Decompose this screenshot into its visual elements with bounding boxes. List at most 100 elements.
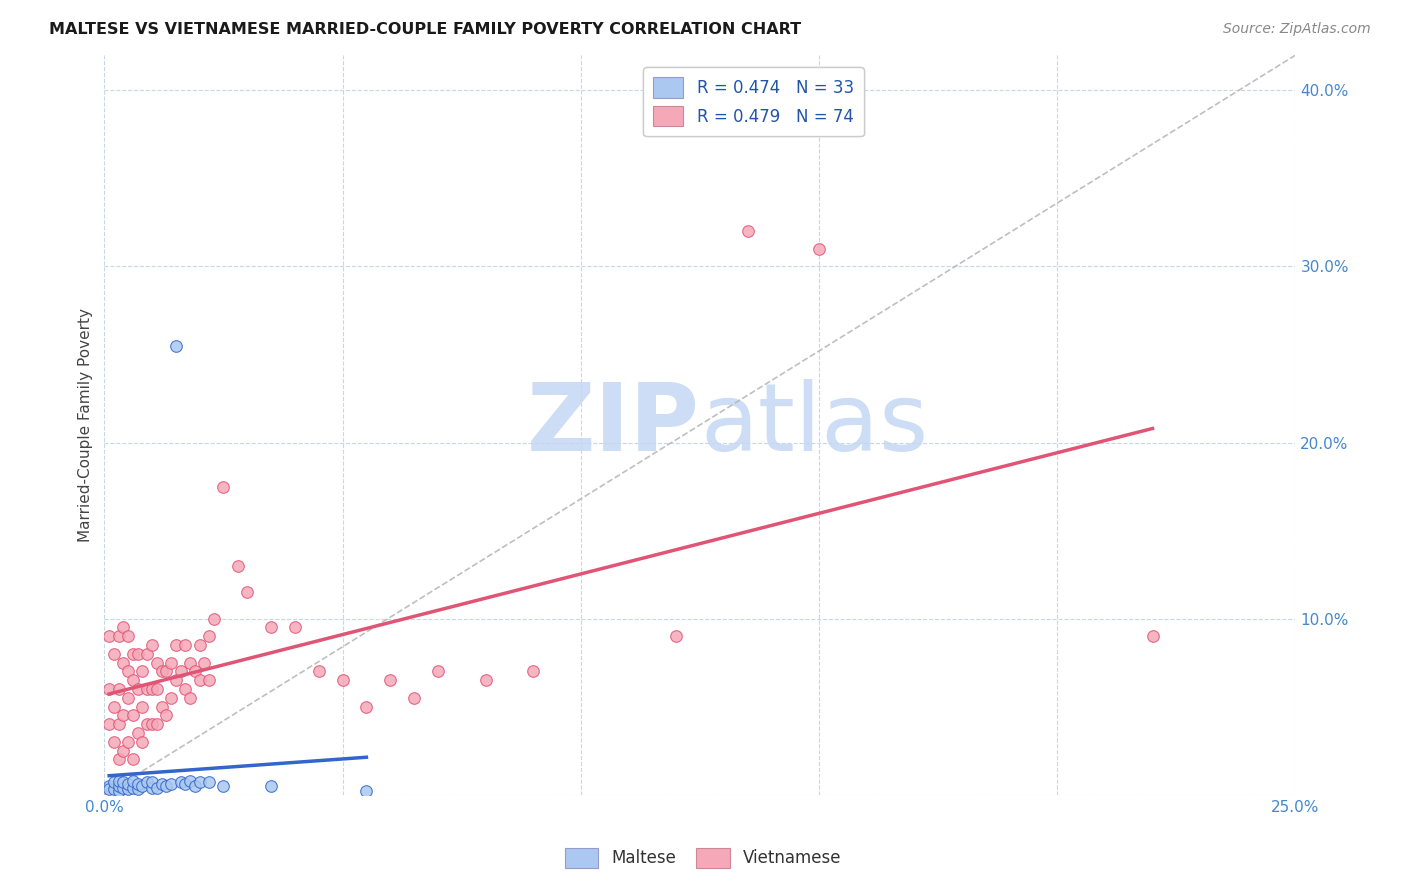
Point — [146, 717, 169, 731]
Point — [127, 681, 149, 696]
Point — [165, 638, 187, 652]
Point — [98, 779, 121, 793]
Point — [112, 775, 135, 789]
Point — [522, 665, 544, 679]
Point — [98, 717, 121, 731]
Point — [127, 647, 149, 661]
Point — [332, 673, 354, 688]
Point — [107, 629, 129, 643]
Point — [179, 690, 201, 705]
Point — [117, 782, 139, 797]
Point — [136, 775, 159, 789]
Text: Source: ZipAtlas.com: Source: ZipAtlas.com — [1223, 22, 1371, 37]
Point — [202, 612, 225, 626]
Point — [308, 665, 330, 679]
Point — [122, 708, 145, 723]
Point — [184, 665, 207, 679]
Point — [122, 780, 145, 795]
Point — [112, 780, 135, 795]
Point — [665, 629, 688, 643]
Point — [107, 752, 129, 766]
Point — [107, 773, 129, 788]
Point — [127, 726, 149, 740]
Point — [155, 708, 177, 723]
Point — [103, 699, 125, 714]
Point — [226, 558, 249, 573]
Point — [169, 665, 191, 679]
Point — [146, 681, 169, 696]
Point — [198, 629, 221, 643]
Point — [380, 673, 402, 688]
Point — [198, 775, 221, 789]
Point — [112, 744, 135, 758]
Point — [127, 782, 149, 797]
Point — [117, 690, 139, 705]
Point — [160, 777, 183, 791]
Point — [737, 224, 759, 238]
Point — [107, 779, 129, 793]
Point — [174, 681, 197, 696]
Point — [103, 647, 125, 661]
Point — [98, 782, 121, 797]
Point — [122, 647, 145, 661]
Point — [808, 242, 831, 256]
Point — [136, 717, 159, 731]
Point — [117, 735, 139, 749]
Point — [402, 690, 425, 705]
Point — [188, 673, 211, 688]
Legend: Maltese, Vietnamese: Maltese, Vietnamese — [558, 841, 848, 875]
Point — [212, 779, 235, 793]
Point — [141, 717, 163, 731]
Point — [98, 629, 121, 643]
Point — [141, 681, 163, 696]
Point — [112, 620, 135, 634]
Point — [107, 784, 129, 798]
Point — [117, 665, 139, 679]
Legend: R = 0.474   N = 33, R = 0.479   N = 74: R = 0.474 N = 33, R = 0.479 N = 74 — [644, 67, 863, 136]
Point — [165, 673, 187, 688]
Y-axis label: Married-Couple Family Poverty: Married-Couple Family Poverty — [79, 308, 93, 542]
Point — [184, 779, 207, 793]
Point — [107, 681, 129, 696]
Point — [146, 780, 169, 795]
Point — [103, 735, 125, 749]
Point — [127, 777, 149, 791]
Point — [131, 735, 153, 749]
Point — [169, 775, 191, 789]
Point — [160, 690, 183, 705]
Point — [112, 656, 135, 670]
Point — [117, 777, 139, 791]
Point — [188, 775, 211, 789]
Point — [136, 681, 159, 696]
Point — [155, 665, 177, 679]
Point — [179, 656, 201, 670]
Point — [179, 773, 201, 788]
Point — [122, 673, 145, 688]
Point — [131, 699, 153, 714]
Point — [160, 656, 183, 670]
Point — [141, 780, 163, 795]
Point — [474, 673, 496, 688]
Point — [150, 699, 173, 714]
Text: atlas: atlas — [700, 379, 928, 471]
Point — [198, 673, 221, 688]
Point — [117, 629, 139, 643]
Point — [136, 647, 159, 661]
Point — [112, 708, 135, 723]
Point — [107, 717, 129, 731]
Point — [356, 784, 378, 798]
Point — [236, 585, 259, 599]
Point — [260, 779, 283, 793]
Point — [103, 782, 125, 797]
Point — [426, 665, 449, 679]
Point — [193, 656, 215, 670]
Point — [155, 779, 177, 793]
Point — [284, 620, 307, 634]
Point — [141, 775, 163, 789]
Text: ZIP: ZIP — [527, 379, 700, 471]
Point — [146, 656, 169, 670]
Point — [174, 777, 197, 791]
Point — [174, 638, 197, 652]
Point — [150, 665, 173, 679]
Point — [122, 752, 145, 766]
